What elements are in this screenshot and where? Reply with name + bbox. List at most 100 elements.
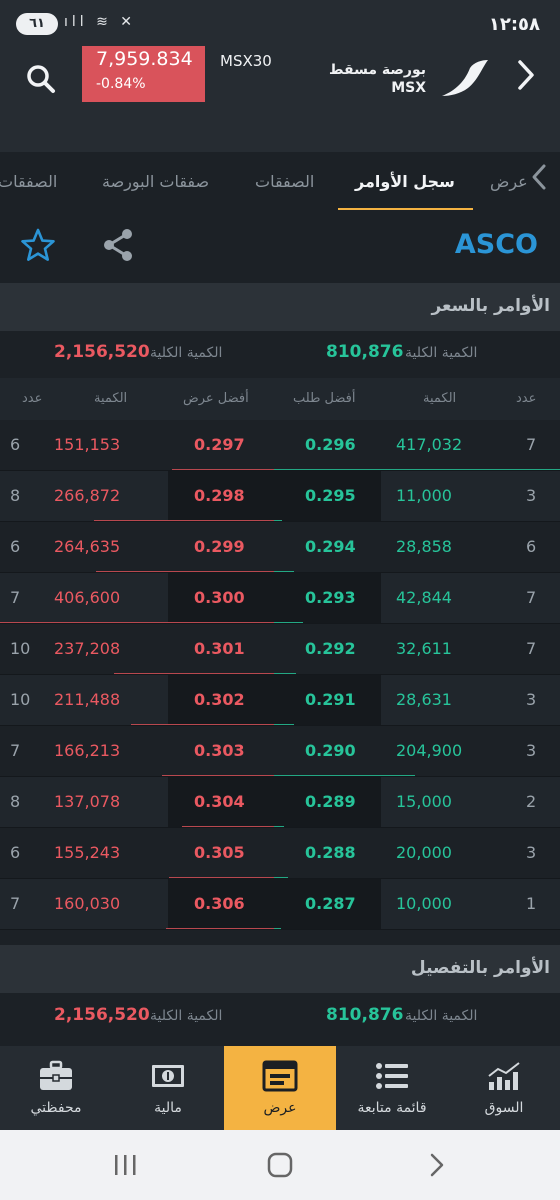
nav-finance[interactable]: مالية <box>112 1046 224 1130</box>
ask-count: 6 <box>10 537 21 556</box>
detail-bid-total-value: 810,876 <box>326 1005 404 1025</box>
bid-price: 0.291 <box>305 690 356 709</box>
ask-price: 0.304 <box>194 792 245 811</box>
bid-count: 3 <box>526 843 537 862</box>
bid-price: 0.287 <box>305 894 356 913</box>
ask-depth-bar <box>131 724 274 725</box>
order-row[interactable]: 7 166,213 0.303 0.290 204,900 3 <box>0 726 560 777</box>
ask-quantity: 160,030 <box>54 894 121 913</box>
index-value: 7,959.834 <box>96 48 193 70</box>
recent-apps-button[interactable] <box>110 1150 140 1180</box>
share-button[interactable] <box>100 227 136 263</box>
ask-depth-bar <box>169 877 274 878</box>
ask-quantity: 264,635 <box>54 537 121 556</box>
back-button[interactable] <box>512 58 540 92</box>
ask-cell-bg <box>168 879 274 929</box>
col-bid-count: عدد <box>516 391 537 406</box>
bid-count: 3 <box>526 741 537 760</box>
ask-cell-bg <box>168 471 274 521</box>
nav-portfolio[interactable]: محفظتي <box>0 1046 112 1130</box>
ask-price: 0.303 <box>194 741 245 760</box>
order-row[interactable]: 10 237,208 0.301 0.292 32,611 7 <box>0 624 560 675</box>
ask-quantity: 266,872 <box>54 486 121 505</box>
briefcase-icon <box>40 1060 72 1090</box>
banknote-icon <box>152 1065 184 1087</box>
bid-price: 0.288 <box>305 843 356 862</box>
search-icon <box>27 65 55 93</box>
order-book-column-headers: عدد الكمية أفضل عرض أفضل طلب الكمية عدد <box>0 378 560 420</box>
nav-watchlist[interactable]: قائمة متابعة <box>336 1046 448 1130</box>
ask-count: 6 <box>10 843 21 862</box>
ask-count: 6 <box>10 435 21 454</box>
tab-order-book[interactable]: سجل الأوامر <box>355 172 455 191</box>
section-title: الأوامر بالتفصيل <box>410 958 550 978</box>
recent-apps-icon <box>115 1155 136 1175</box>
stock-symbol: ASCO <box>454 229 538 260</box>
col-ask-qty: الكمية <box>94 391 128 406</box>
tab-trades-partial[interactable]: الصفقات <box>0 172 58 191</box>
battery-indicator: ٦١ <box>16 13 58 35</box>
tabs-scroll-button[interactable] <box>530 162 548 192</box>
order-row[interactable]: 8 137,078 0.304 0.289 15,000 2 <box>0 777 560 828</box>
ask-count: 7 <box>10 588 21 607</box>
tab-offer-partial[interactable]: عرض <box>490 172 528 191</box>
order-row[interactable]: 10 211,488 0.302 0.291 28,631 3 <box>0 675 560 726</box>
order-row[interactable]: 7 406,600 0.300 0.293 42,844 7 <box>0 573 560 624</box>
order-row[interactable]: 7 160,030 0.306 0.287 10,000 1 <box>0 879 560 930</box>
tab-exchange-trades[interactable]: صفقات البورصة <box>102 172 210 191</box>
bid-count: 7 <box>526 435 537 454</box>
favorite-button[interactable] <box>20 227 56 263</box>
home-button[interactable] <box>265 1150 295 1180</box>
tab-bar: الصفقات صفقات البورصة الصفقات سجل الأوام… <box>0 152 560 210</box>
tab-trades[interactable]: الصفقات <box>255 172 315 191</box>
symbol-actions: ASCO <box>0 211 560 283</box>
system-navigation-bar <box>0 1130 560 1200</box>
system-back-button[interactable] <box>422 1150 452 1180</box>
ask-cell-bg <box>168 573 274 623</box>
ask-total-label: الكمية الكلية <box>150 345 223 361</box>
bid-quantity: 28,858 <box>396 537 452 556</box>
order-row[interactable]: 6 155,243 0.305 0.288 20,000 3 <box>0 828 560 879</box>
search-button[interactable] <box>24 62 58 96</box>
order-by-price-header: الأوامر بالسعر <box>0 283 560 331</box>
ask-total-value: 2,156,520 <box>54 342 150 362</box>
order-book-table: 6 151,153 0.297 0.296 417,032 7 8 266,872 0.298 0… <box>0 420 560 930</box>
market-chart-icon <box>488 1062 520 1090</box>
bid-depth-bar <box>274 469 560 470</box>
home-icon <box>267 1152 293 1178</box>
bid-cell-bg <box>274 777 381 827</box>
order-row[interactable]: 8 266,872 0.298 0.295 11,000 3 <box>0 471 560 522</box>
msx-logo-icon <box>442 60 488 96</box>
col-bid-qty: الكمية <box>423 391 457 406</box>
ask-depth-bar <box>96 571 274 572</box>
index-name: MSX30 <box>220 52 272 70</box>
star-icon <box>21 228 55 261</box>
bid-quantity: 417,032 <box>396 435 463 454</box>
chevron-right-icon <box>518 60 534 90</box>
bid-depth-bar <box>274 724 294 725</box>
bid-depth-bar <box>274 520 282 521</box>
bid-count: 1 <box>526 894 537 913</box>
bid-price: 0.290 <box>305 741 356 760</box>
bid-quantity: 28,631 <box>396 690 452 709</box>
ask-price: 0.302 <box>194 690 245 709</box>
status-clock: ١٢:٥٨ <box>488 14 540 35</box>
index-ticker[interactable]: 7,959.834 -0.84% <box>82 46 205 102</box>
order-detail-header: الأوامر بالتفصيل <box>0 945 560 993</box>
order-row[interactable]: 6 264,635 0.299 0.294 28,858 6 <box>0 522 560 573</box>
nav-label: مالية <box>154 1100 182 1116</box>
bid-quantity: 10,000 <box>396 894 452 913</box>
nav-market[interactable]: السوق <box>448 1046 560 1130</box>
order-row[interactable]: 6 151,153 0.297 0.296 417,032 7 <box>0 420 560 471</box>
nav-offer[interactable]: عرض <box>224 1046 336 1130</box>
bid-price: 0.292 <box>305 639 356 658</box>
exchange-logo <box>438 58 490 98</box>
bid-price: 0.294 <box>305 537 356 556</box>
bid-quantity: 20,000 <box>396 843 452 862</box>
nav-label: قائمة متابعة <box>357 1100 427 1116</box>
ask-quantity: 151,153 <box>54 435 121 454</box>
ask-cell-bg <box>168 777 274 827</box>
ask-quantity: 166,213 <box>54 741 121 760</box>
detail-totals: الكمية الكلية 2,156,520 الكمية الكلية 81… <box>0 995 560 1046</box>
bid-depth-bar <box>274 877 288 878</box>
